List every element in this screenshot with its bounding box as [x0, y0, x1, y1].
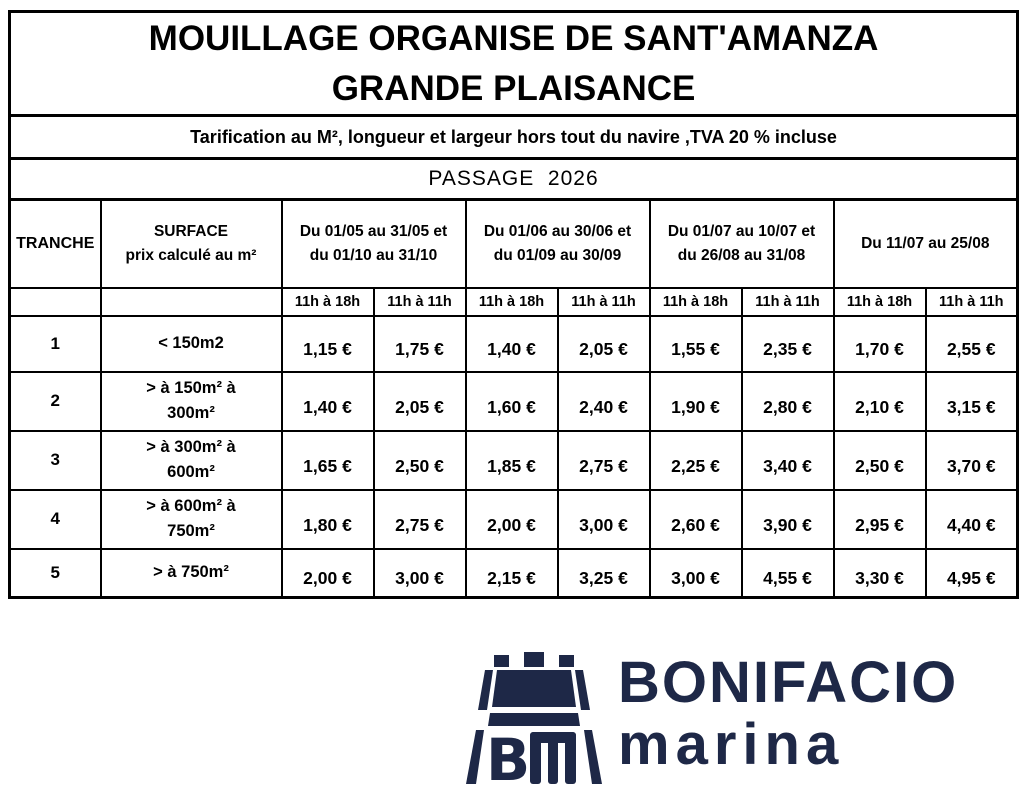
price-cell: 1,65 €	[280, 429, 375, 491]
price-cell: 2,50 €	[372, 429, 467, 491]
tranche-cell: 4	[8, 488, 102, 550]
tranche-cell: 3	[8, 429, 102, 491]
tariff-table: MOUILLAGE ORGANISE DE SANT'AMANZA GRANDE…	[8, 10, 1020, 599]
price-cell: 1,70 €	[832, 314, 927, 373]
price-cell: 3,70 €	[924, 429, 1019, 491]
col-header-timeslot-4: 11h à 11h	[556, 286, 651, 317]
price-cell: 2,75 €	[556, 429, 651, 491]
price-cell: 4,95 €	[924, 547, 1019, 599]
page-title: MOUILLAGE ORGANISE DE SANT'AMANZA	[148, 18, 879, 58]
col-header-surface: SURFACE prix calculé au m²	[99, 198, 283, 289]
empty-cell	[8, 286, 102, 317]
price-cell: 2,15 €	[464, 547, 559, 599]
price-cell: 2,60 €	[648, 488, 743, 550]
price-cell: 2,25 €	[648, 429, 743, 491]
col-header-period-4: Du 11/07 au 25/08	[832, 198, 1019, 289]
tranche-cell: 2	[8, 370, 102, 432]
price-cell: 2,05 €	[556, 314, 651, 373]
surface-cell: > à 300m² à 600m²	[99, 429, 283, 491]
surface-cell: > à 150m² à 300m²	[99, 370, 283, 432]
col-header-period-2: Du 01/06 au 30/06 et du 01/09 au 30/09	[464, 198, 651, 289]
col-header-timeslot-5: 11h à 18h	[648, 286, 743, 317]
tranche-cell: 1	[8, 314, 102, 373]
price-cell: 1,40 €	[280, 370, 375, 432]
price-cell: 3,40 €	[740, 429, 835, 491]
price-cell: 3,00 €	[372, 547, 467, 599]
price-cell: 1,40 €	[464, 314, 559, 373]
price-cell: 1,55 €	[648, 314, 743, 373]
price-cell: 3,15 €	[924, 370, 1019, 432]
col-header-timeslot-8: 11h à 11h	[924, 286, 1019, 317]
logo-name-line2: marina	[618, 712, 845, 777]
col-header-timeslot-2: 11h à 11h	[372, 286, 467, 317]
price-cell: 3,30 €	[832, 547, 927, 599]
empty-cell	[99, 286, 283, 317]
price-cell: 1,80 €	[280, 488, 375, 550]
price-cell: 3,00 €	[556, 488, 651, 550]
price-cell: 2,95 €	[832, 488, 927, 550]
price-cell: 1,90 €	[648, 370, 743, 432]
col-header-timeslot-7: 11h à 18h	[832, 286, 927, 317]
bonifacio-marina-logo: B BONIFACIO marina	[458, 652, 958, 786]
price-cell: 2,40 €	[556, 370, 651, 432]
tranche-cell: 5	[8, 547, 102, 599]
col-header-period-1: Du 01/05 au 31/05 et du 01/10 au 31/10	[280, 198, 467, 289]
genoese-tower-icon: B	[466, 652, 602, 786]
price-cell: 1,15 €	[280, 314, 375, 373]
price-cell: 3,00 €	[648, 547, 743, 599]
col-header-tranche: TRANCHE	[8, 198, 102, 289]
pricing-note: Tarification au M², longueur et largeur …	[8, 114, 1019, 160]
col-header-period-3: Du 01/07 au 10/07 et du 26/08 au 31/08	[648, 198, 835, 289]
price-cell: 4,55 €	[740, 547, 835, 599]
price-cell: 2,00 €	[280, 547, 375, 599]
table-row: 4 > à 600m² à 750m² 1,80 € 2,75 € 2,00 €…	[8, 488, 1019, 550]
price-cell: 3,25 €	[556, 547, 651, 599]
price-cell: 2,55 €	[924, 314, 1019, 373]
logo-name-line1: BONIFACIO	[618, 650, 959, 715]
price-cell: 2,50 €	[832, 429, 927, 491]
table-row: 5 > à 750m² 2,00 € 3,00 € 2,15 € 3,25 € …	[8, 547, 1019, 599]
price-cell: 1,75 €	[372, 314, 467, 373]
price-cell: 2,35 €	[740, 314, 835, 373]
price-cell: 2,80 €	[740, 370, 835, 432]
price-cell: 2,00 €	[464, 488, 559, 550]
price-cell: 4,40 €	[924, 488, 1019, 550]
price-cell: 1,60 €	[464, 370, 559, 432]
table-row: 3 > à 300m² à 600m² 1,65 € 2,50 € 1,85 €…	[8, 429, 1019, 491]
document-title-cell: MOUILLAGE ORGANISE DE SANT'AMANZA GRANDE…	[8, 10, 1019, 117]
season-label: PASSAGE 2026	[8, 157, 1019, 201]
col-header-timeslot-6: 11h à 11h	[740, 286, 835, 317]
price-cell: 2,10 €	[832, 370, 927, 432]
svg-text:B: B	[486, 726, 530, 786]
surface-cell: > à 750m²	[99, 547, 283, 599]
col-header-timeslot-3: 11h à 18h	[464, 286, 559, 317]
price-cell: 3,90 €	[740, 488, 835, 550]
logo-wordmark: BONIFACIO marina	[618, 654, 958, 774]
col-header-timeslot-1: 11h à 18h	[280, 286, 375, 317]
surface-cell: > à 600m² à 750m²	[99, 488, 283, 550]
price-cell: 2,05 €	[372, 370, 467, 432]
price-cell: 2,75 €	[372, 488, 467, 550]
price-cell: 1,85 €	[464, 429, 559, 491]
page-title-line2: GRANDE PLAISANCE	[331, 68, 696, 108]
table-row: 2 > à 150m² à 300m² 1,40 € 2,05 € 1,60 €…	[8, 370, 1019, 432]
surface-cell: < 150m2	[99, 314, 283, 373]
table-row: 1 < 150m2 1,15 € 1,75 € 1,40 € 2,05 € 1,…	[8, 314, 1019, 373]
